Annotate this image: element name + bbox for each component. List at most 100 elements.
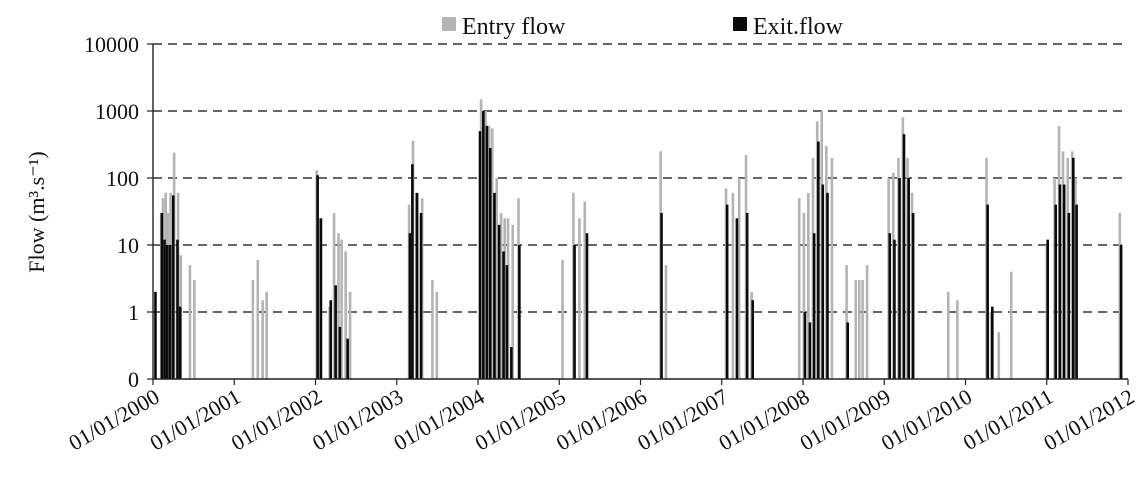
y-tick-label-10000: 10000 xyxy=(84,32,139,57)
legend: Entry flow Exit.flow xyxy=(442,14,844,40)
exit-flow-bar-2 xyxy=(163,239,166,379)
entry-flow-bars xyxy=(159,99,1122,380)
exit-flow-bar-36 xyxy=(808,322,812,379)
entry-flow-bar-71 xyxy=(989,312,993,379)
y-tick-label-100: 100 xyxy=(106,166,139,191)
exit-flow-bar-22 xyxy=(493,192,496,379)
x-tick-label-7: 01/01/2007 xyxy=(633,384,732,456)
entry-flow-bar-49 xyxy=(797,198,801,379)
exit-flow-bar-38 xyxy=(817,141,820,379)
legend-label-exit-flow: Exit.flow xyxy=(753,14,844,40)
exit-flow-bar-43 xyxy=(893,239,896,379)
x-tick-label-11: 01/01/2011 xyxy=(959,384,1058,455)
exit-flow-bar-4 xyxy=(168,245,172,379)
exit-flow-bar-50 xyxy=(1046,239,1049,379)
entry-flow-bar-60 xyxy=(861,280,864,379)
exit-flow-bar-39 xyxy=(821,184,825,379)
exit-flow-bar-40 xyxy=(826,192,829,379)
exit-flow-bar-27 xyxy=(518,245,521,379)
exit-flow-bar-25 xyxy=(505,265,509,379)
entry-flow-bar-11 xyxy=(256,259,260,379)
exit-flow-bar-55 xyxy=(1071,157,1075,379)
exit-flow-bar-9 xyxy=(319,218,323,379)
exit-flow-bar-7 xyxy=(178,306,182,379)
exit-flow-bar-16 xyxy=(415,192,419,379)
entry-flow-bar-29 xyxy=(484,111,487,379)
entry-flow-bar-41 xyxy=(583,201,587,379)
exit-flow-bar-3 xyxy=(165,245,169,379)
entry-flow-bar-20 xyxy=(344,251,347,379)
entry-flow-bar-46 xyxy=(737,178,741,379)
entry-flow-bar-50 xyxy=(802,213,806,379)
entry-flow-bar-43 xyxy=(664,265,668,379)
exit-flow-bar-52 xyxy=(1058,184,1062,379)
x-tick-label-1: 01/01/2001 xyxy=(145,384,244,456)
y-axis-title: Flow (m³.s⁻¹) xyxy=(24,151,49,272)
entry-flow-bar-33 xyxy=(499,213,503,379)
exit-flow-bar-47 xyxy=(911,213,915,379)
exit-flow-bar-20 xyxy=(485,125,489,379)
y-tick-label-10: 10 xyxy=(117,233,139,258)
x-tick-label-3: 01/01/2003 xyxy=(308,384,407,456)
exit-flow-bar-13 xyxy=(346,338,349,379)
exit-flow-bar-48 xyxy=(986,204,989,379)
exit-flow-bar-26 xyxy=(510,347,513,379)
exit-flow-bar-44 xyxy=(898,178,901,379)
entry-flow-bar-10 xyxy=(251,280,255,379)
exit-flow-bar-21 xyxy=(488,148,492,379)
exit-flow-bar-56 xyxy=(1075,204,1078,379)
entry-flow-bar-57 xyxy=(845,265,848,379)
entry-flow-bar-12 xyxy=(261,300,264,379)
x-tick-labels: 01/01/200001/01/200101/01/200201/01/2003… xyxy=(64,379,1139,456)
exit-flow-bar-37 xyxy=(812,233,816,379)
x-tick-label-0: 01/01/2000 xyxy=(64,384,163,456)
entry-flow-bar-9 xyxy=(193,280,196,379)
entry-flow-bar-68 xyxy=(946,291,950,379)
entry-flow-bar-72 xyxy=(997,332,1001,379)
entry-flow-bar-21 xyxy=(348,291,352,379)
exit-flow-bar-49 xyxy=(991,306,994,379)
entry-flow-bar-17 xyxy=(332,213,336,379)
y-tick-label-1: 1 xyxy=(128,300,139,325)
legend-label-entry-flow: Entry flow xyxy=(462,14,566,40)
exit-flow-bar-35 xyxy=(803,312,807,379)
entry-flow-bar-61 xyxy=(865,265,869,379)
x-tick-label-9: 01/01/2009 xyxy=(795,384,894,456)
exit-flow-bar-57 xyxy=(1119,245,1123,379)
exit-flow-bar-33 xyxy=(745,213,749,379)
exit-flow-bar-10 xyxy=(329,300,333,379)
entry-flow-bar-81 xyxy=(1118,213,1122,379)
entry-flow-bar-18 xyxy=(337,233,340,379)
entry-flow-bar-27 xyxy=(435,291,439,379)
entry-flow-bar-56 xyxy=(830,157,834,379)
x-tick-label-5: 01/01/2005 xyxy=(470,384,569,456)
entry-flow-bar-59 xyxy=(857,280,861,379)
entry-flow-bar-51 xyxy=(807,192,810,379)
exit-flow-bar-6 xyxy=(176,239,179,379)
exit-flow-bar-31 xyxy=(725,204,729,379)
exit-flow-bar-11 xyxy=(334,285,337,379)
exit-flow-bar-18 xyxy=(478,131,482,379)
x-tick-label-12: 01/01/2012 xyxy=(1039,384,1138,456)
x-tick-label-2: 01/01/2002 xyxy=(227,384,326,456)
exit-flow-bar-28 xyxy=(573,245,576,379)
entry-flow-bar-69 xyxy=(956,300,959,379)
exit-flow-bar-32 xyxy=(735,218,739,379)
legend-swatch-entry-flow xyxy=(442,17,456,31)
entry-flow-bar-38 xyxy=(561,259,564,379)
x-tick-label-10: 01/01/2010 xyxy=(877,384,976,456)
exit-flow-bar-29 xyxy=(585,233,589,379)
exit-flow-bar-51 xyxy=(1054,204,1057,379)
exit-flow-bar-12 xyxy=(338,326,342,379)
axes xyxy=(147,43,1128,380)
exit-flow-bar-14 xyxy=(408,233,412,379)
x-tick-label-8: 01/01/2008 xyxy=(714,384,813,456)
exit-flow-bar-17 xyxy=(419,213,423,379)
entry-flow-bar-13 xyxy=(265,291,268,379)
exit-flow-bar-42 xyxy=(888,233,892,379)
exit-flow-bar-45 xyxy=(902,134,906,379)
exit-flow-bar-23 xyxy=(497,224,501,379)
entry-flow-bar-58 xyxy=(854,280,858,379)
exit-flow-bar-19 xyxy=(482,111,485,379)
